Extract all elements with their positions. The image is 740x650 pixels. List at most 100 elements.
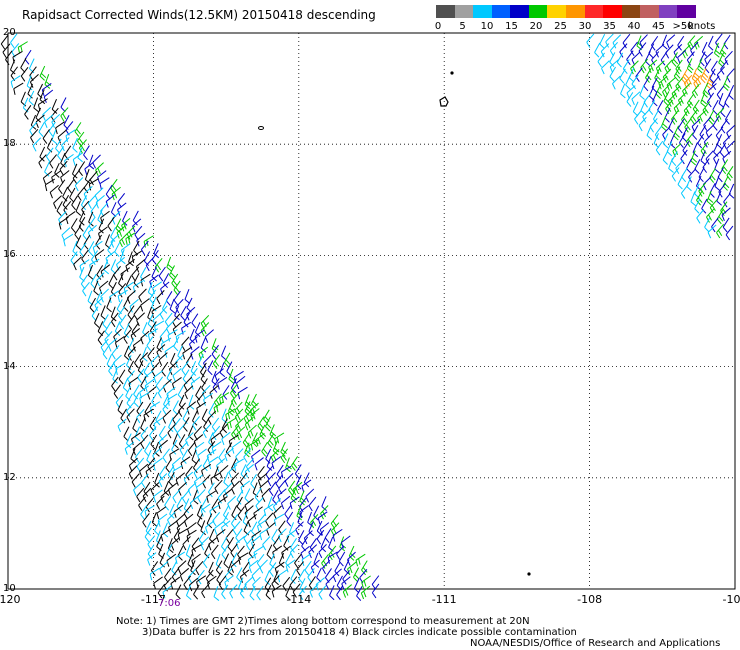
wind-barb [280, 441, 287, 457]
wind-barb [119, 314, 127, 330]
wind-barb [249, 585, 256, 601]
wind-barb [55, 138, 62, 154]
wind-barb [172, 400, 179, 416]
wind-barb [159, 328, 168, 343]
wind-barb [224, 567, 233, 583]
legend-tick-label: 0 [434, 21, 442, 32]
wind-barb [183, 504, 192, 520]
wind-barb [269, 562, 277, 577]
wind-barb [115, 362, 126, 376]
wind-barb [109, 290, 120, 304]
wind-barb [228, 400, 235, 416]
wind-barb [82, 281, 90, 297]
wind-barb [149, 426, 157, 441]
wind-barb [213, 466, 220, 482]
wind-barb [288, 480, 296, 496]
wind-barb [193, 464, 202, 479]
wind-barb [110, 259, 117, 275]
map-title: Rapidsact Corrected Winds(12.5KM) 201504… [22, 8, 376, 22]
wind-barb [230, 559, 240, 573]
wind-barb [282, 576, 291, 592]
wind-barb [244, 464, 254, 478]
wind-barb [201, 378, 208, 394]
wind-barb [80, 274, 88, 290]
wind-barb [88, 211, 94, 227]
wind-barb [185, 585, 192, 601]
legend-swatch [640, 5, 660, 18]
wind-barb [620, 83, 626, 99]
wind-barb [640, 58, 648, 74]
legend-tick-label: 15 [505, 21, 518, 32]
wind-barb [208, 456, 219, 470]
wind-barb [721, 207, 731, 221]
wind-barb [144, 505, 155, 518]
wind-barb [217, 489, 226, 504]
wind-barb [299, 505, 309, 519]
wind-barb [244, 497, 254, 512]
wind-barb [631, 74, 639, 90]
wind-barb [202, 553, 211, 569]
wind-barb [200, 536, 210, 551]
wind-barb [697, 110, 707, 124]
wind-barb [99, 280, 109, 295]
wind-barb [291, 456, 299, 471]
wind-barb [164, 495, 171, 511]
wind-barb [150, 354, 160, 369]
wind-barb [194, 441, 205, 455]
wind-barb [668, 158, 674, 173]
wind-barb [264, 570, 270, 585]
wind-barb [300, 545, 310, 560]
wind-barb [702, 82, 710, 98]
wind-barb [149, 321, 157, 336]
wind-barb [140, 376, 147, 391]
wind-barb [277, 488, 287, 502]
wind-barb [226, 417, 238, 430]
wind-barb [237, 386, 248, 400]
wind-barb [182, 346, 193, 360]
wind-barb [162, 522, 169, 538]
wind-barb [223, 472, 229, 488]
wind-barb [183, 312, 190, 328]
wind-barb [178, 481, 187, 496]
wind-barb [187, 441, 196, 457]
wind-barb [79, 266, 85, 282]
left-swath [0, 33, 380, 601]
wind-barb [140, 417, 146, 433]
wind-barb [120, 267, 131, 281]
wind-barb [252, 482, 259, 498]
wind-barb [28, 90, 35, 106]
wind-barb [170, 537, 180, 551]
wind-barb [236, 426, 246, 441]
wind-barb [42, 170, 53, 185]
wind-barb [131, 432, 141, 446]
wind-barb [207, 575, 217, 589]
wind-barb [138, 496, 146, 511]
wind-barb [137, 368, 145, 383]
wind-barb [185, 465, 193, 481]
wind-barb [256, 554, 265, 569]
wind-barb [166, 320, 175, 335]
wind-barb [140, 434, 149, 449]
wind-barb [265, 465, 274, 480]
wind-barb [147, 328, 159, 341]
wind-barb [104, 331, 113, 346]
wind-barb [673, 100, 683, 115]
wind-barb [284, 504, 292, 520]
wind-barb [106, 297, 112, 313]
wind-barb [244, 505, 254, 519]
wind-barb [196, 504, 203, 520]
wind-barb [707, 83, 717, 97]
wind-barb [655, 43, 665, 58]
wind-barb [724, 109, 732, 125]
wind-barb [723, 34, 731, 50]
wind-barb [0, 34, 9, 50]
wind-barb [208, 432, 214, 447]
map-frame [7, 32, 736, 590]
wind-barb [170, 576, 181, 590]
wind-barb [206, 449, 217, 463]
wind-barb [92, 240, 103, 254]
wind-barb [231, 514, 239, 529]
wind-barb [718, 183, 727, 198]
wind-barb [662, 34, 668, 50]
island-socorro [439, 96, 449, 107]
